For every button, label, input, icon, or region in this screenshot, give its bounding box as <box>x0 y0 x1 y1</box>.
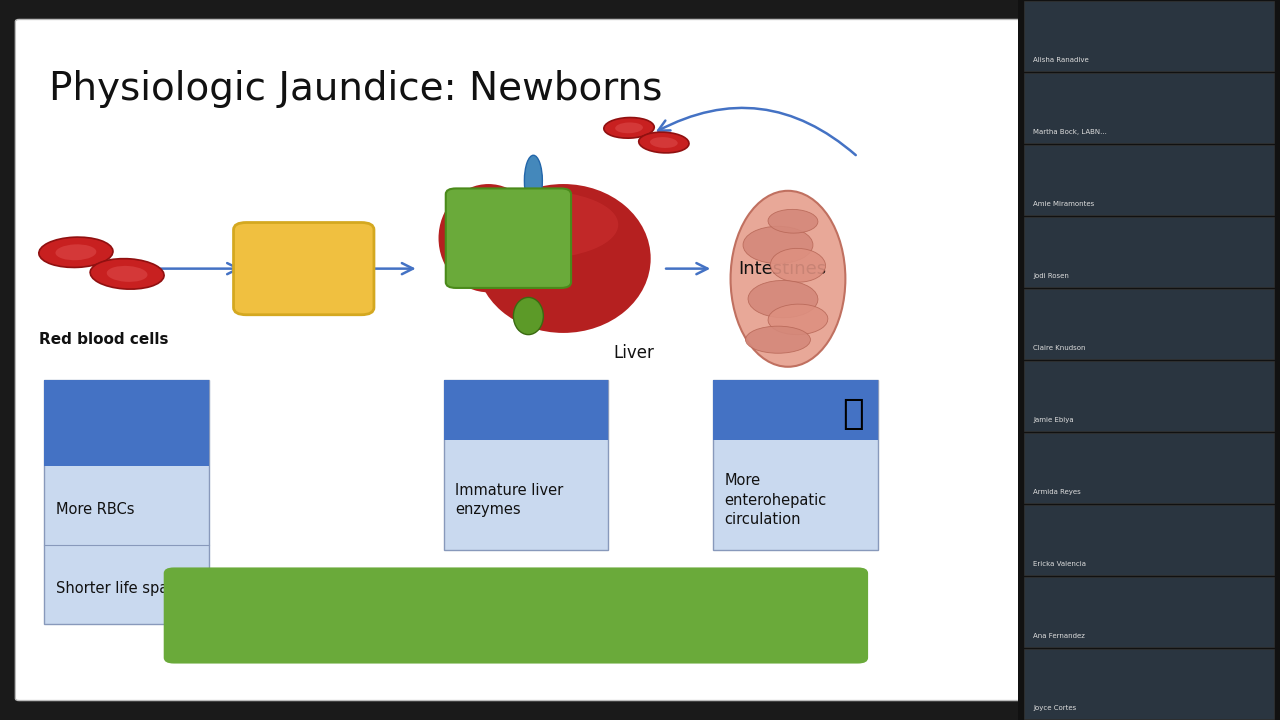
Ellipse shape <box>639 132 689 153</box>
Ellipse shape <box>90 258 164 289</box>
FancyBboxPatch shape <box>1024 145 1274 215</box>
Text: Increased Uptake: Increased Uptake <box>726 402 877 418</box>
Text: Conjugating
Enzyme: Conjugating Enzyme <box>461 222 556 254</box>
FancyBboxPatch shape <box>233 222 374 315</box>
Ellipse shape <box>525 156 543 206</box>
Ellipse shape <box>513 297 544 335</box>
Ellipse shape <box>106 266 147 282</box>
Ellipse shape <box>439 184 539 292</box>
FancyBboxPatch shape <box>1024 73 1274 143</box>
Ellipse shape <box>744 226 813 264</box>
FancyBboxPatch shape <box>1024 433 1274 503</box>
Text: Immature liver
enzymes: Immature liver enzymes <box>456 483 563 517</box>
Ellipse shape <box>476 184 650 333</box>
Ellipse shape <box>550 197 566 258</box>
Text: Intestines: Intestines <box>739 260 826 278</box>
Ellipse shape <box>768 304 828 335</box>
Text: Jodi Rosen: Jodi Rosen <box>1033 274 1069 279</box>
Ellipse shape <box>604 117 654 138</box>
Text: Joyce Cortes: Joyce Cortes <box>1033 706 1076 711</box>
Text: Physiologic Jaundice: Newborns: Physiologic Jaundice: Newborns <box>49 71 663 108</box>
FancyBboxPatch shape <box>1024 649 1274 719</box>
Text: Alisha Ranadive: Alisha Ranadive <box>1033 58 1089 63</box>
Text: Red blood cells: Red blood cells <box>40 332 169 347</box>
Ellipse shape <box>650 137 677 148</box>
FancyBboxPatch shape <box>164 567 868 664</box>
FancyBboxPatch shape <box>1024 505 1274 575</box>
Ellipse shape <box>745 326 810 354</box>
FancyBboxPatch shape <box>44 380 209 466</box>
Ellipse shape <box>38 237 113 267</box>
FancyBboxPatch shape <box>445 189 571 288</box>
Text: Amie Miramontes: Amie Miramontes <box>1033 202 1094 207</box>
FancyBboxPatch shape <box>1024 1 1274 71</box>
Ellipse shape <box>458 191 618 258</box>
Ellipse shape <box>771 248 826 282</box>
FancyBboxPatch shape <box>15 19 1021 701</box>
Ellipse shape <box>55 244 96 260</box>
Ellipse shape <box>768 210 818 233</box>
Ellipse shape <box>463 204 594 299</box>
FancyBboxPatch shape <box>1018 0 1280 720</box>
FancyBboxPatch shape <box>444 380 608 439</box>
Text: Martha Bock, LABN...: Martha Bock, LABN... <box>1033 130 1107 135</box>
Ellipse shape <box>731 191 845 366</box>
Text: Increased
Production: Increased Production <box>58 406 151 440</box>
FancyBboxPatch shape <box>1024 217 1274 287</box>
FancyBboxPatch shape <box>44 380 209 624</box>
Text: Decreased
Clearance: Decreased Clearance <box>457 393 547 427</box>
Text: Bilirubin: Bilirubin <box>253 258 353 279</box>
Text: Physiologic Jaundice
60-80% of babies: Physiologic Jaundice 60-80% of babies <box>340 581 691 650</box>
Ellipse shape <box>616 122 643 133</box>
FancyBboxPatch shape <box>713 380 878 549</box>
Text: Shorter life span: Shorter life span <box>56 581 178 596</box>
FancyBboxPatch shape <box>1024 577 1274 647</box>
Text: Ericka Valencia: Ericka Valencia <box>1033 562 1085 567</box>
Ellipse shape <box>748 281 818 318</box>
Text: Armida Reyes: Armida Reyes <box>1033 490 1080 495</box>
FancyBboxPatch shape <box>1024 289 1274 359</box>
FancyBboxPatch shape <box>444 380 608 549</box>
Text: 💩: 💩 <box>842 397 864 431</box>
Text: More RBCs: More RBCs <box>56 502 134 517</box>
Text: More
enterohepatic
circulation: More enterohepatic circulation <box>724 473 827 527</box>
FancyBboxPatch shape <box>713 380 878 439</box>
Text: Jamie Ebiya: Jamie Ebiya <box>1033 418 1074 423</box>
Text: Liver: Liver <box>613 344 654 362</box>
Text: Claire Knudson: Claire Knudson <box>1033 346 1085 351</box>
Text: Ana Fernandez: Ana Fernandez <box>1033 634 1085 639</box>
FancyBboxPatch shape <box>1024 361 1274 431</box>
